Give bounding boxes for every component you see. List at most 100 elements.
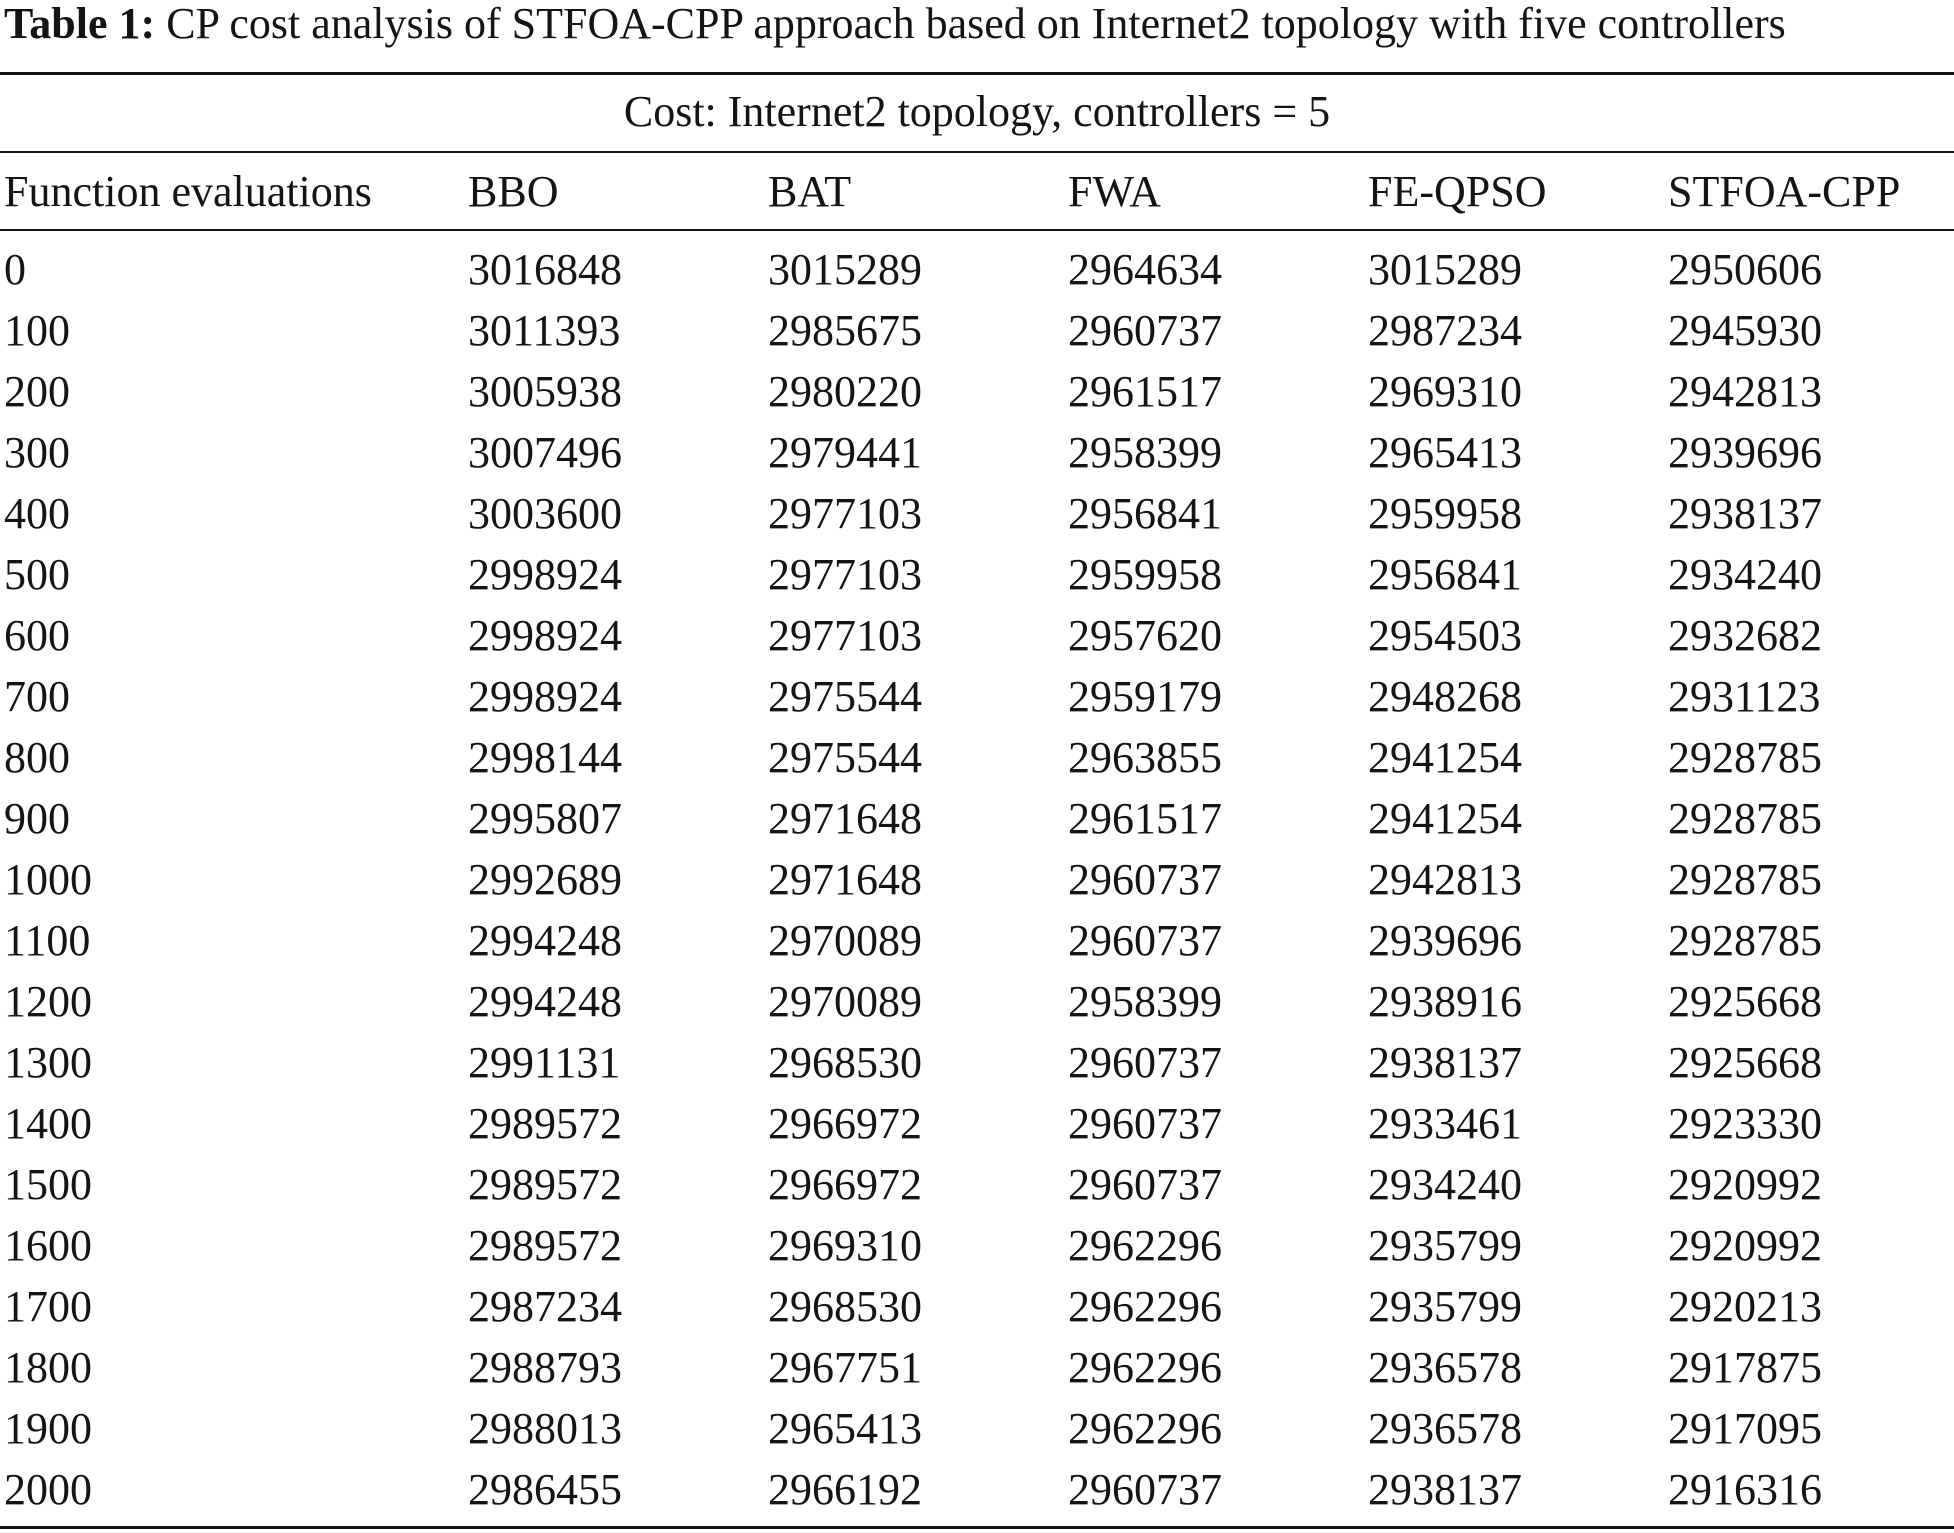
cell-bbo: 3011393 [468,306,621,355]
cell-bbo: 2998144 [468,733,622,782]
cell-fwa: 2962296 [1068,1404,1222,1453]
cell-bat: 2966972 [768,1099,922,1148]
cell-function-evaluations: 2000 [4,1465,92,1514]
cell-stfoa-cpp: 2920992 [1668,1160,1822,1209]
cell-fwa: 2963855 [1068,733,1222,782]
cell-fwa: 2956841 [1068,489,1222,538]
cell-function-evaluations: 200 [4,367,70,416]
table-row: 700 2998924 2975544 2959179 2948268 2931123 [0,667,1954,727]
cell-fe-qpso: 2938916 [1368,977,1522,1026]
table-top-rule [0,72,1954,75]
cell-bat: 2968530 [768,1282,922,1331]
cell-function-evaluations: 800 [4,733,70,782]
cell-fe-qpso: 2954503 [1368,611,1522,660]
cell-bbo: 2986455 [468,1465,622,1514]
header-function-evaluations: Function evaluations [4,167,372,216]
cell-stfoa-cpp: 2938137 [1668,489,1822,538]
header-fwa: FWA [1068,167,1161,216]
cell-stfoa-cpp: 2923330 [1668,1099,1822,1148]
cell-fwa: 2960737 [1068,1099,1222,1148]
cell-fwa: 2960737 [1068,306,1222,355]
cell-bbo: 2992689 [468,855,622,904]
cell-function-evaluations: 400 [4,489,70,538]
table-caption-text: CP cost analysis of STFOA-CPP approach b… [166,0,1786,48]
cell-fe-qpso: 2941254 [1368,794,1522,843]
cell-bat: 2970089 [768,977,922,1026]
cell-fe-qpso: 2936578 [1368,1343,1522,1392]
cell-bbo: 2989572 [468,1160,622,1209]
cell-bat: 2967751 [768,1343,922,1392]
cell-stfoa-cpp: 2920213 [1668,1282,1822,1331]
cell-function-evaluations: 0 [4,245,26,294]
cell-bbo: 2988793 [468,1343,622,1392]
cell-bat: 2975544 [768,733,922,782]
cell-function-evaluations: 1200 [4,977,92,1026]
cell-fe-qpso: 2935799 [1368,1282,1522,1331]
cell-fe-qpso: 2969310 [1368,367,1522,416]
cell-bbo: 3007496 [468,428,622,477]
group-title-rule [0,151,1954,153]
cell-function-evaluations: 1500 [4,1160,92,1209]
cell-stfoa-cpp: 2942813 [1668,367,1822,416]
cell-fe-qpso: 2938137 [1368,1038,1522,1087]
cell-fwa: 2962296 [1068,1343,1222,1392]
cell-function-evaluations: 1400 [4,1099,92,1148]
cell-stfoa-cpp: 2939696 [1668,428,1822,477]
cell-fwa: 2958399 [1068,428,1222,477]
table-row: 1300 2991131 2968530 2960737 2938137 2925668 [0,1033,1954,1093]
cell-function-evaluations: 600 [4,611,70,660]
cell-fwa: 2959958 [1068,550,1222,599]
cell-bbo: 2988013 [468,1404,622,1453]
cell-fe-qpso: 2942813 [1368,855,1522,904]
cell-fwa: 2959179 [1068,672,1222,721]
table-row: 1600 2989572 2969310 2962296 2935799 2920992 [0,1216,1954,1276]
cell-fe-qpso: 2959958 [1368,489,1522,538]
cell-stfoa-cpp: 2928785 [1668,733,1822,782]
cell-fwa: 2960737 [1068,1038,1222,1087]
cell-function-evaluations: 900 [4,794,70,843]
cell-stfoa-cpp: 2920992 [1668,1221,1822,1270]
cell-fe-qpso: 2965413 [1368,428,1522,477]
cell-bat: 2965413 [768,1404,922,1453]
cell-bat: 2971648 [768,855,922,904]
cell-function-evaluations: 100 [4,306,70,355]
cell-stfoa-cpp: 2932682 [1668,611,1822,660]
table-row: 1400 2989572 2966972 2960737 2933461 2923330 [0,1094,1954,1154]
cell-bbo: 3003600 [468,489,622,538]
cell-bbo: 3005938 [468,367,622,416]
cell-stfoa-cpp: 2925668 [1668,1038,1822,1087]
cell-stfoa-cpp: 2917095 [1668,1404,1822,1453]
table-row: 1800 2988793 2967751 2962296 2936578 2917875 [0,1338,1954,1398]
cell-stfoa-cpp: 2950606 [1668,245,1822,294]
cell-function-evaluations: 1700 [4,1282,92,1331]
cell-fe-qpso: 3015289 [1368,245,1522,294]
table-row: 1900 2988013 2965413 2962296 2936578 2917095 [0,1399,1954,1459]
table-row: 1200 2994248 2970089 2958399 2938916 2925668 [0,972,1954,1032]
cell-bat: 2968530 [768,1038,922,1087]
cell-bat: 2980220 [768,367,922,416]
table-row: 900 2995807 2971648 2961517 2941254 2928785 [0,789,1954,849]
cell-bat: 2975544 [768,672,922,721]
cell-fe-qpso: 2939696 [1368,916,1522,965]
cell-stfoa-cpp: 2931123 [1668,672,1821,721]
cell-fe-qpso: 2934240 [1368,1160,1522,1209]
cell-bbo: 3016848 [468,245,622,294]
table-row: 400 3003600 2977103 2956841 2959958 2938137 [0,484,1954,544]
table-body: 0 3016848 3015289 2964634 3015289 2950606 100 3… [0,240,1954,1520]
cell-fe-qpso: 2948268 [1368,672,1522,721]
table-row: 1700 2987234 2968530 2962296 2935799 2920213 [0,1277,1954,1337]
cell-bat: 3015289 [768,245,922,294]
cell-function-evaluations: 1000 [4,855,92,904]
cell-fe-qpso: 2936578 [1368,1404,1522,1453]
table-caption: Table 1: CP cost analysis of STFOA-CPP a… [4,0,1950,48]
cell-function-evaluations: 1600 [4,1221,92,1270]
cell-fwa: 2961517 [1068,367,1222,416]
cell-bbo: 2994248 [468,916,622,965]
cell-fwa: 2960737 [1068,1465,1222,1514]
cell-bbo: 2995807 [468,794,622,843]
cell-fwa: 2960737 [1068,916,1222,965]
cell-fe-qpso: 2941254 [1368,733,1522,782]
cell-bat: 2971648 [768,794,922,843]
table-row: 300 3007496 2979441 2958399 2965413 2939696 [0,423,1954,483]
header-rule [0,229,1954,231]
